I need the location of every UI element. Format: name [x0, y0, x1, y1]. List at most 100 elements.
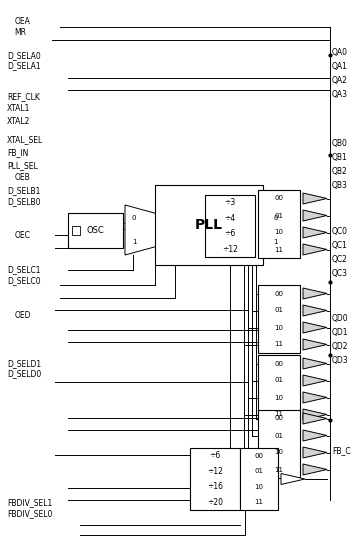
Text: 0: 0: [274, 215, 278, 221]
Polygon shape: [303, 413, 327, 424]
Text: ÷3: ÷3: [224, 198, 236, 207]
Text: QB0: QB0: [332, 139, 348, 148]
Text: 10: 10: [275, 449, 284, 455]
Bar: [155, 185, 263, 265]
Text: 10: 10: [275, 395, 284, 401]
Bar: [258, 410, 300, 478]
Text: QD0: QD0: [332, 314, 349, 323]
Polygon shape: [303, 244, 327, 255]
Text: 00: 00: [275, 360, 284, 366]
Polygon shape: [268, 205, 296, 255]
Text: FB_IN: FB_IN: [7, 149, 29, 157]
Polygon shape: [303, 288, 327, 299]
Polygon shape: [303, 464, 327, 475]
Text: QD2: QD2: [332, 342, 349, 351]
Text: 0: 0: [132, 215, 136, 221]
Text: QA0: QA0: [332, 48, 348, 56]
Text: MR: MR: [14, 28, 26, 37]
Polygon shape: [125, 205, 158, 255]
Text: 10: 10: [275, 325, 284, 331]
Text: OEC: OEC: [14, 231, 30, 240]
Bar: [258, 355, 300, 423]
Polygon shape: [281, 474, 305, 485]
Text: ÷4: ÷4: [224, 214, 236, 223]
Polygon shape: [303, 358, 327, 369]
Text: XTAL_SEL: XTAL_SEL: [7, 136, 43, 144]
Bar: [72, 226, 80, 235]
Text: 00: 00: [275, 196, 284, 202]
Polygon shape: [303, 375, 327, 386]
Polygon shape: [303, 322, 327, 333]
Text: QB1: QB1: [332, 153, 348, 162]
Text: 00: 00: [255, 453, 264, 459]
Text: 00: 00: [275, 416, 284, 422]
Text: 10: 10: [255, 484, 264, 490]
Text: REF_CLK: REF_CLK: [7, 92, 40, 101]
Bar: [205, 195, 255, 257]
Text: 11: 11: [275, 247, 284, 253]
Text: 11: 11: [255, 499, 264, 505]
Text: D_SELC0: D_SELC0: [7, 276, 41, 285]
Text: 00: 00: [275, 291, 284, 296]
Text: OEA: OEA: [14, 17, 30, 26]
Text: PLL_SEL: PLL_SEL: [7, 161, 38, 170]
Text: OSC: OSC: [87, 226, 104, 235]
Polygon shape: [303, 430, 327, 441]
Text: 11: 11: [275, 341, 284, 347]
Bar: [258, 285, 300, 353]
Text: 01: 01: [275, 307, 284, 313]
Text: D_SELD0: D_SELD0: [7, 370, 41, 378]
Text: ÷12: ÷12: [222, 245, 238, 254]
Text: XTAL1: XTAL1: [7, 104, 31, 113]
Text: 11: 11: [275, 467, 284, 473]
Text: FB_C: FB_C: [332, 447, 351, 455]
Text: 01: 01: [275, 212, 284, 218]
Text: 1: 1: [132, 240, 136, 246]
Polygon shape: [303, 193, 327, 204]
Polygon shape: [303, 227, 327, 238]
Text: QA2: QA2: [332, 76, 348, 85]
Text: 01: 01: [255, 468, 264, 474]
Text: ÷12: ÷12: [207, 467, 223, 476]
Bar: [190, 448, 240, 510]
Bar: [240, 448, 278, 510]
Text: FBDIV_SEL0: FBDIV_SEL0: [7, 509, 52, 518]
Text: 1: 1: [274, 240, 278, 246]
Text: QD1: QD1: [332, 328, 349, 337]
Text: D_SELB0: D_SELB0: [7, 197, 41, 206]
Text: QA1: QA1: [332, 62, 348, 70]
Polygon shape: [303, 305, 327, 316]
Text: ÷20: ÷20: [207, 498, 223, 507]
Polygon shape: [303, 392, 327, 403]
Text: PLL: PLL: [195, 218, 223, 232]
Text: QD3: QD3: [332, 356, 349, 365]
Text: ÷6: ÷6: [209, 451, 221, 460]
Bar: [68, 213, 123, 248]
Text: QC1: QC1: [332, 241, 348, 250]
Bar: [258, 190, 300, 258]
Text: ÷6: ÷6: [224, 229, 236, 238]
Text: D_SELA1: D_SELA1: [7, 62, 41, 70]
Text: D_SELA0: D_SELA0: [7, 51, 41, 60]
Text: 01: 01: [275, 433, 284, 438]
Text: 01: 01: [275, 377, 284, 384]
Text: QC3: QC3: [332, 269, 348, 278]
Polygon shape: [303, 447, 327, 458]
Text: QB2: QB2: [332, 167, 348, 176]
Text: ÷16: ÷16: [207, 482, 223, 491]
Text: 11: 11: [275, 411, 284, 417]
Text: QA3: QA3: [332, 90, 348, 99]
Text: OEB: OEB: [14, 173, 30, 182]
Text: QC2: QC2: [332, 255, 348, 264]
Polygon shape: [303, 339, 327, 350]
Text: XTAL2: XTAL2: [7, 118, 31, 126]
Text: D_SELD1: D_SELD1: [7, 359, 41, 367]
Text: OED: OED: [14, 311, 31, 320]
Text: D_SELB1: D_SELB1: [7, 186, 41, 195]
Text: QC0: QC0: [332, 228, 348, 236]
Text: 10: 10: [275, 229, 284, 236]
Polygon shape: [303, 210, 327, 221]
Text: QB3: QB3: [332, 181, 348, 190]
Polygon shape: [303, 409, 327, 420]
Text: D_SELC1: D_SELC1: [7, 266, 41, 274]
